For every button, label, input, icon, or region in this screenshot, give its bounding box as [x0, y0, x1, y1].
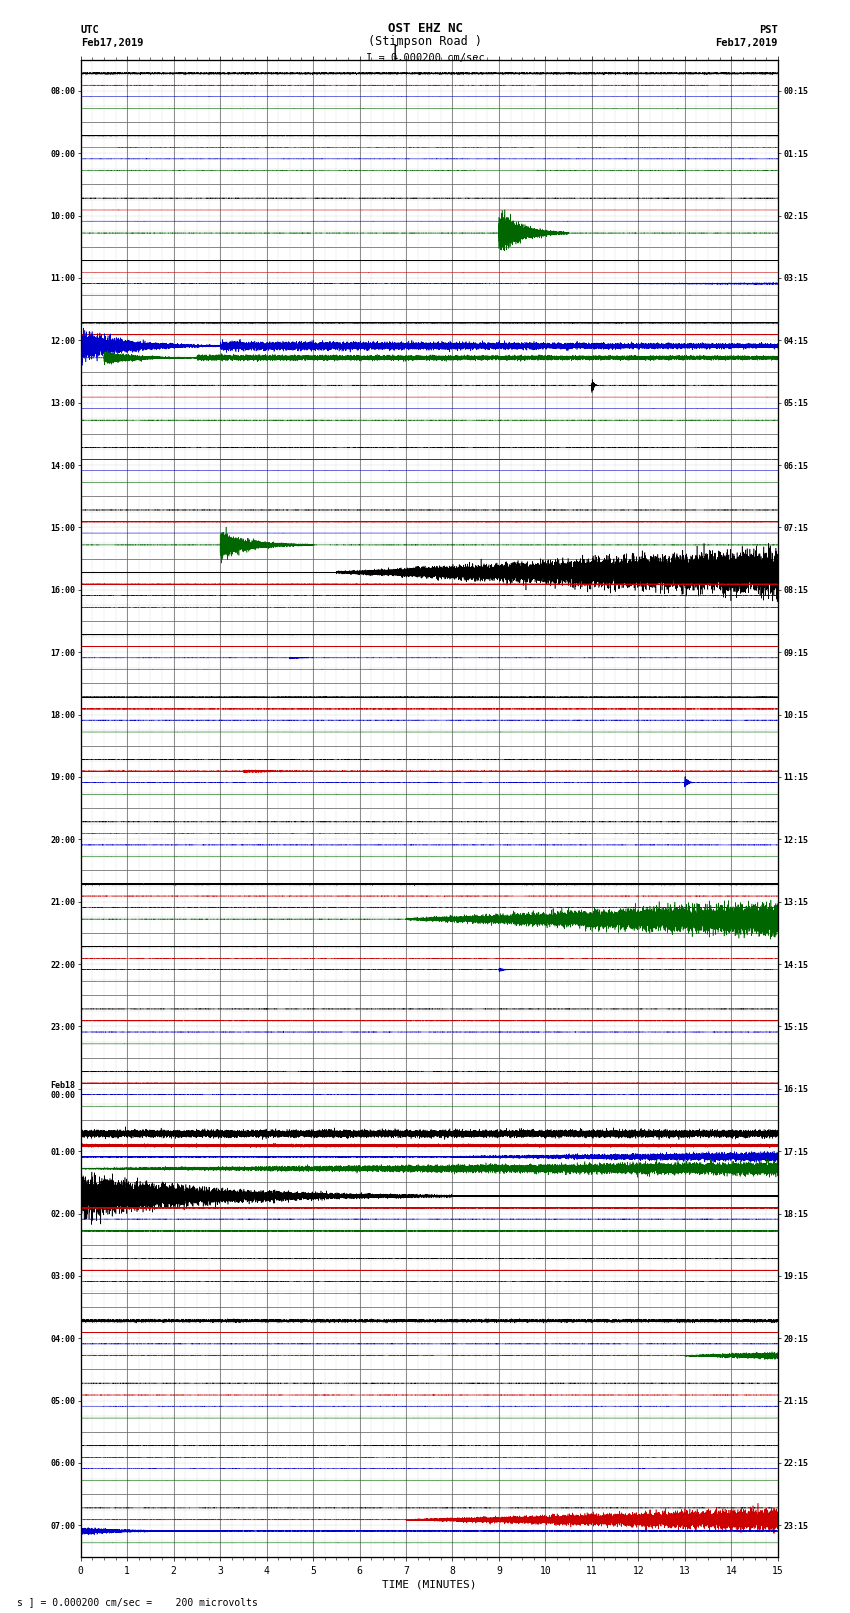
Text: [: [ [391, 45, 400, 60]
X-axis label: TIME (MINUTES): TIME (MINUTES) [382, 1579, 477, 1590]
Text: OST EHZ NC: OST EHZ NC [388, 23, 462, 35]
Text: PST: PST [759, 26, 778, 35]
Text: s ] = 0.000200 cm/sec =    200 microvolts: s ] = 0.000200 cm/sec = 200 microvolts [17, 1597, 258, 1607]
Text: (Stimpson Road ): (Stimpson Road ) [368, 35, 482, 48]
Text: UTC: UTC [81, 26, 99, 35]
Text: I = 0.000200 cm/sec: I = 0.000200 cm/sec [366, 53, 484, 63]
Text: Feb17,2019: Feb17,2019 [81, 39, 144, 48]
Text: Feb17,2019: Feb17,2019 [715, 39, 778, 48]
